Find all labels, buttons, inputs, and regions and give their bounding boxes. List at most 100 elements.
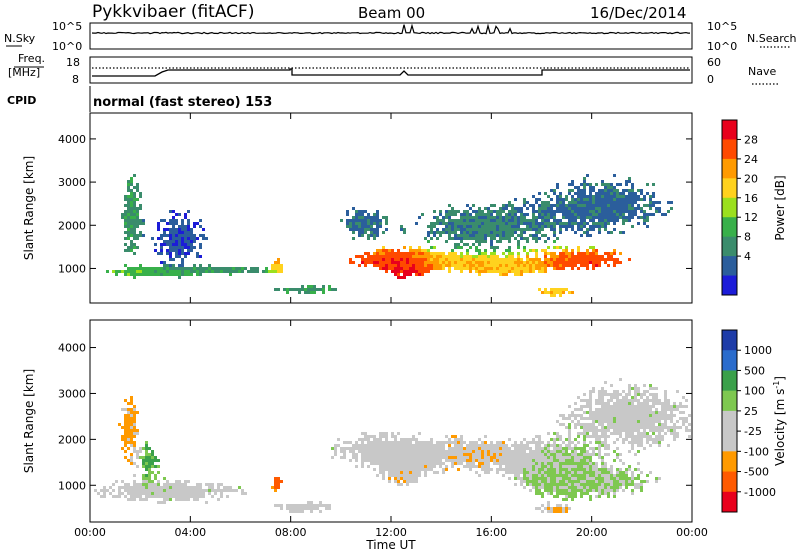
heatmap-cell bbox=[394, 456, 397, 459]
heatmap-cell bbox=[538, 435, 541, 438]
heatmap-cell bbox=[469, 228, 472, 231]
heatmap-cell bbox=[595, 414, 598, 417]
heatmap-cell bbox=[175, 273, 178, 276]
heatmap-cell bbox=[118, 495, 121, 498]
heatmap-cell bbox=[676, 420, 679, 423]
heatmap-cell bbox=[553, 438, 556, 441]
heatmap-cell bbox=[634, 453, 637, 456]
heatmap-cell bbox=[568, 495, 571, 498]
heatmap-cell bbox=[448, 453, 451, 456]
heatmap-cell bbox=[478, 243, 481, 246]
heatmap-cell bbox=[178, 270, 181, 273]
heatmap-cell bbox=[604, 258, 607, 261]
heatmap-cell bbox=[496, 231, 499, 234]
heatmap-cell bbox=[472, 237, 475, 240]
heatmap-cell bbox=[334, 447, 337, 450]
heatmap-cell bbox=[505, 468, 508, 471]
heatmap-cell bbox=[598, 456, 601, 459]
heatmap-cell bbox=[430, 264, 433, 267]
heatmap-cell bbox=[364, 264, 367, 267]
heatmap-cell bbox=[580, 222, 583, 225]
heatmap-cell bbox=[358, 216, 361, 219]
heatmap-cell bbox=[655, 414, 658, 417]
heatmap-cell bbox=[580, 261, 583, 264]
heatmap-cell bbox=[127, 222, 130, 225]
heatmap-cell bbox=[184, 246, 187, 249]
heatmap-cell bbox=[571, 222, 574, 225]
heatmap-cell bbox=[307, 288, 310, 291]
heatmap-cell bbox=[409, 474, 412, 477]
heatmap-cell bbox=[127, 402, 130, 405]
heatmap-cell bbox=[130, 183, 133, 186]
heatmap-cell bbox=[397, 447, 400, 450]
heatmap-cell bbox=[172, 243, 175, 246]
heatmap-cell bbox=[541, 465, 544, 468]
heatmap-cell bbox=[430, 468, 433, 471]
heatmap-cell bbox=[643, 384, 646, 387]
heatmap-cell bbox=[286, 507, 289, 510]
heatmap-cell bbox=[559, 474, 562, 477]
heatmap-cell bbox=[664, 408, 667, 411]
heatmap-cell bbox=[646, 183, 649, 186]
heatmap-cell bbox=[187, 267, 190, 270]
heatmap-cell bbox=[139, 231, 142, 234]
heatmap-cell bbox=[514, 462, 517, 465]
heatmap-cell bbox=[454, 258, 457, 261]
heatmap-cell bbox=[598, 420, 601, 423]
heatmap-cell bbox=[538, 267, 541, 270]
heatmap-cell bbox=[127, 207, 130, 210]
heatmap-cell bbox=[229, 273, 232, 276]
heatmap-cell bbox=[565, 417, 568, 420]
colorbar-cell bbox=[722, 370, 737, 392]
heatmap-cell bbox=[139, 204, 142, 207]
heatmap-cell bbox=[391, 447, 394, 450]
heatmap-cell bbox=[436, 258, 439, 261]
heatmap-cell bbox=[142, 459, 145, 462]
heatmap-cell bbox=[634, 477, 637, 480]
heatmap-cell bbox=[187, 273, 190, 276]
heatmap-cell bbox=[481, 264, 484, 267]
heatmap-cell bbox=[475, 261, 478, 264]
heatmap-cell bbox=[463, 219, 466, 222]
heatmap-cell bbox=[541, 492, 544, 495]
heatmap-cell bbox=[604, 219, 607, 222]
heatmap-cell bbox=[496, 258, 499, 261]
heatmap-cell bbox=[586, 489, 589, 492]
heatmap-cell bbox=[598, 195, 601, 198]
heatmap-cell bbox=[514, 258, 517, 261]
heatmap-cell bbox=[607, 213, 610, 216]
heatmap-cell bbox=[508, 246, 511, 249]
heatmap-cell bbox=[538, 216, 541, 219]
heatmap-cell bbox=[481, 270, 484, 273]
heatmap-cell bbox=[499, 465, 502, 468]
heatmap-cell bbox=[580, 252, 583, 255]
heatmap-cell bbox=[394, 273, 397, 276]
heatmap-cell bbox=[163, 501, 166, 504]
heatmap-cell bbox=[376, 231, 379, 234]
heatmap-cell bbox=[574, 417, 577, 420]
heatmap-cell bbox=[568, 261, 571, 264]
heatmap-cell bbox=[409, 252, 412, 255]
heatmap-cell bbox=[235, 270, 238, 273]
heatmap-cell bbox=[496, 261, 499, 264]
heatmap-cell bbox=[289, 288, 292, 291]
heatmap-cell bbox=[328, 288, 331, 291]
heatmap-cell bbox=[367, 459, 370, 462]
heatmap-cell bbox=[610, 255, 613, 258]
heatmap-cell bbox=[646, 438, 649, 441]
heatmap-cell bbox=[181, 483, 184, 486]
heatmap-cell bbox=[535, 234, 538, 237]
heatmap-cell bbox=[445, 228, 448, 231]
heatmap-cell bbox=[343, 456, 346, 459]
heatmap-cell bbox=[508, 471, 511, 474]
heatmap-cell bbox=[502, 216, 505, 219]
heatmap-cell bbox=[577, 189, 580, 192]
heatmap-cell bbox=[649, 399, 652, 402]
heatmap-cell bbox=[505, 465, 508, 468]
heatmap-cell bbox=[601, 414, 604, 417]
heatmap-cell bbox=[406, 462, 409, 465]
heatmap-cell bbox=[673, 402, 676, 405]
heatmap-cell bbox=[475, 450, 478, 453]
heatmap-cell bbox=[541, 480, 544, 483]
